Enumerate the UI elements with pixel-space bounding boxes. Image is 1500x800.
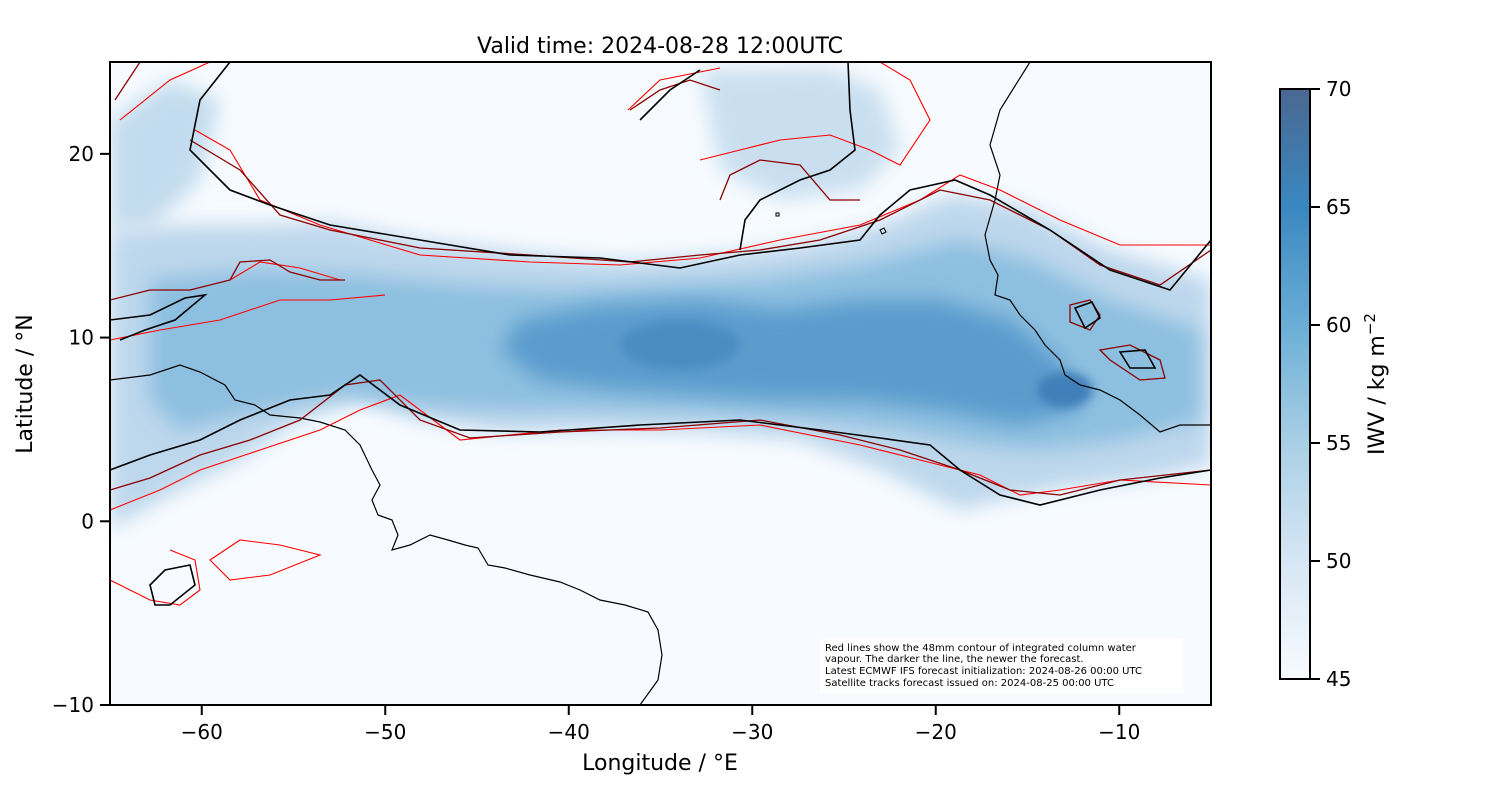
contour-islands-black xyxy=(1073,301,1157,369)
contour-sw-black xyxy=(149,564,196,606)
colorbar-label-text: IWV / kg m xyxy=(1365,335,1390,455)
annotation-line-3: Latest ECMWF IFS forecast initialization… xyxy=(825,666,1142,677)
contour-north-africa-red xyxy=(627,62,931,166)
contour-north-africa-black xyxy=(639,62,856,251)
x-tick-label: −10 xyxy=(1098,720,1140,744)
colorbar-tick-label: 50 xyxy=(1326,549,1351,573)
colorbar-tick-label: 65 xyxy=(1326,195,1351,219)
contour-south-darkred xyxy=(110,379,1211,496)
x-axis-label: Longitude / °E xyxy=(582,751,738,776)
x-axis-ticks: −60 −50 −40 −30 −20 −10 xyxy=(181,705,1140,744)
y-tick-label: −10 xyxy=(52,693,94,717)
colorbar-ticks: 45 50 55 60 65 70 xyxy=(1310,77,1351,691)
iwv-max-east xyxy=(1037,372,1093,408)
contour-north-africa-darkred xyxy=(629,79,860,201)
map-plot-area[interactable]: Red lines show the 48mm contour of integ… xyxy=(110,62,1211,705)
colorbar-gradient xyxy=(1279,88,1311,680)
x-tick-label: −40 xyxy=(548,720,590,744)
cape-verde-islands xyxy=(775,212,887,235)
annotation-line-4: Satellite tracks forecast issued on: 202… xyxy=(825,678,1114,689)
y-tick-label: 20 xyxy=(69,142,94,166)
contour-north-black xyxy=(189,62,1211,291)
annotation-line-2: vapour. The darker the line, the newer t… xyxy=(825,654,1084,665)
contour-sw-red xyxy=(110,539,322,606)
colorbar: 45 50 55 60 65 70 IWV / kg m−2 xyxy=(1279,77,1390,691)
x-tick-label: −60 xyxy=(181,720,223,744)
annotation-box: Red lines show the 48mm contour of integ… xyxy=(820,638,1183,693)
iwv-max-central xyxy=(620,320,740,370)
x-tick-label: −20 xyxy=(915,720,957,744)
colorbar-tick-label: 70 xyxy=(1326,77,1351,101)
y-tick-label: 0 xyxy=(81,509,94,533)
x-tick-label: −30 xyxy=(731,720,773,744)
y-axis-label: Latitude / °N xyxy=(13,314,38,453)
colorbar-tick-label: 55 xyxy=(1326,431,1351,455)
iwv-field xyxy=(110,68,1211,530)
y-tick-label: 10 xyxy=(69,326,94,350)
y-axis-ticks: −10 0 10 20 xyxy=(52,142,110,717)
x-tick-label: −50 xyxy=(364,720,406,744)
contour-south-black xyxy=(110,374,1211,506)
contour-west-red xyxy=(110,261,386,341)
south-america-coast xyxy=(110,364,663,705)
west-africa-coast xyxy=(984,62,1211,433)
colorbar-label-exponent: −2 xyxy=(1361,313,1379,335)
annotation-line-1: Red lines show the 48mm contour of integ… xyxy=(825,643,1137,654)
contour-islands-darkred xyxy=(1069,299,1166,381)
annotation-background xyxy=(820,638,1183,693)
coastlines xyxy=(110,62,1211,705)
iwv-48mm-contours xyxy=(110,62,1211,606)
chart-title: Valid time: 2024-08-28 12:00UTC xyxy=(477,34,843,59)
map-frame xyxy=(109,61,1212,706)
colorbar-label: IWV / kg m−2 xyxy=(1361,313,1390,455)
contour-west-black xyxy=(110,293,208,341)
iwv-west-lobe xyxy=(110,80,220,230)
contour-west-darkred xyxy=(110,259,345,301)
colorbar-tick-label: 45 xyxy=(1326,667,1351,691)
colorbar-tick-label: 60 xyxy=(1326,313,1351,337)
